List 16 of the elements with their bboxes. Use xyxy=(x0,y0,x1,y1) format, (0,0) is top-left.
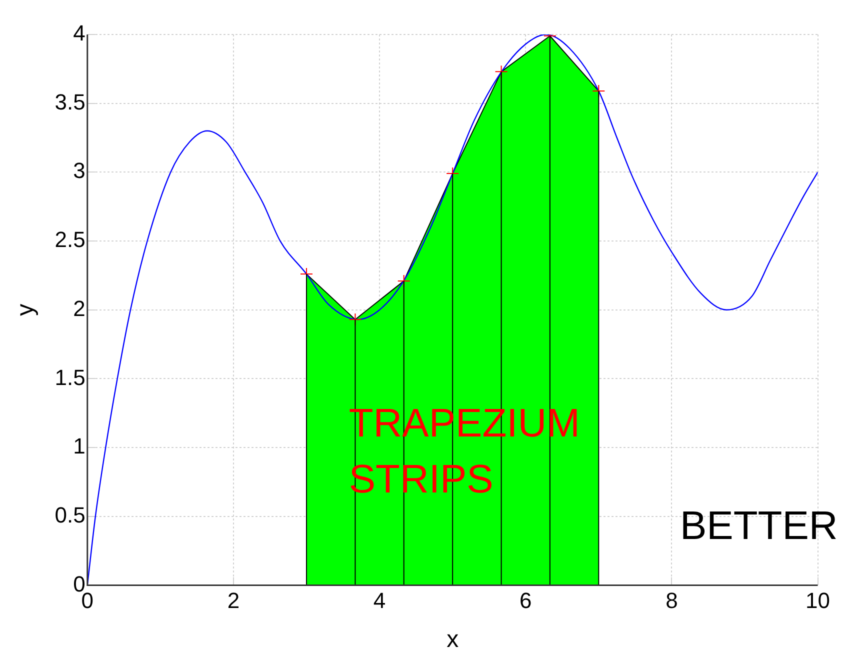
x-tick-label: 8 xyxy=(666,588,678,613)
y-tick-label: 2.5 xyxy=(54,227,86,252)
y-tick-label: 1 xyxy=(73,434,86,459)
y-tick-label: 2 xyxy=(73,296,86,321)
y-axis-title: y xyxy=(12,304,40,316)
y-tick-label: 3.5 xyxy=(54,89,86,114)
x-tick-label: 6 xyxy=(519,588,532,613)
x-tick-label: 4 xyxy=(373,588,386,613)
x-tick-label: 10 xyxy=(806,588,830,613)
y-tick-label: 1.5 xyxy=(54,364,86,390)
x-tick-label: 2 xyxy=(227,588,240,613)
annotation: BETTER xyxy=(680,504,838,548)
y-tick-label: 0.5 xyxy=(54,502,86,528)
x-axis-title: x xyxy=(446,626,459,654)
y-tick-label: 4 xyxy=(73,20,86,46)
y-tick-label: 3 xyxy=(73,158,86,184)
